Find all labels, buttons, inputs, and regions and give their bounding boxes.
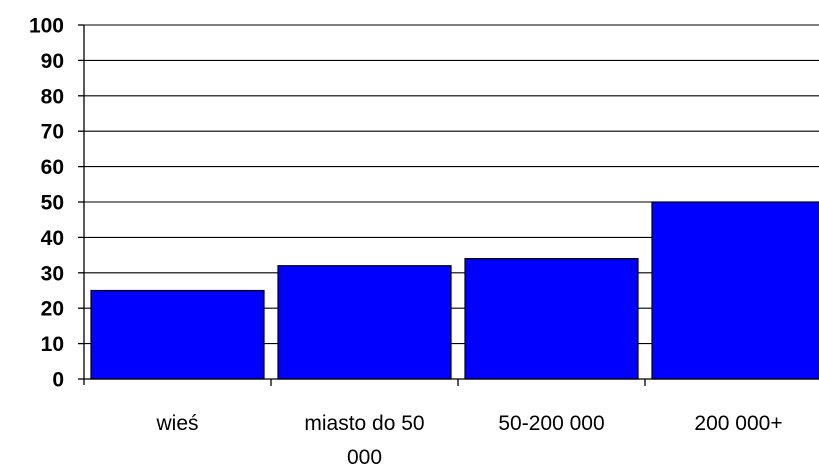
x-tick-label: 200 000+	[694, 412, 782, 435]
y-tick-label: 70	[41, 121, 64, 144]
y-tick-label: 0	[52, 369, 64, 392]
bar	[651, 201, 819, 380]
bar	[464, 258, 639, 380]
y-tick-label: 60	[41, 156, 64, 179]
x-tick-label: 50-200 000	[498, 412, 604, 435]
bars	[90, 201, 819, 380]
y-tick-label: 90	[41, 50, 64, 73]
y-tick-label: 100	[29, 15, 64, 38]
y-tick-label: 40	[41, 227, 64, 250]
y-tick-label: 20	[41, 298, 64, 321]
bar	[90, 289, 265, 380]
y-tick-label: 30	[41, 262, 64, 285]
bar	[277, 265, 452, 380]
y-tick-label: 80	[41, 85, 64, 108]
x-tick-label: wieś	[155, 412, 198, 435]
y-tick-label: 50	[41, 192, 64, 215]
y-tick-label: 10	[41, 333, 64, 356]
x-tick-label: miasto do 50	[304, 412, 424, 435]
y-tick-labels: 0 10 20 30 40 50 60 70 80 90 100	[29, 15, 84, 392]
x-tick-label: 000	[347, 446, 382, 469]
x-tick-labels: wieś miasto do 50 000 50-200 000 200 000+	[155, 379, 783, 469]
